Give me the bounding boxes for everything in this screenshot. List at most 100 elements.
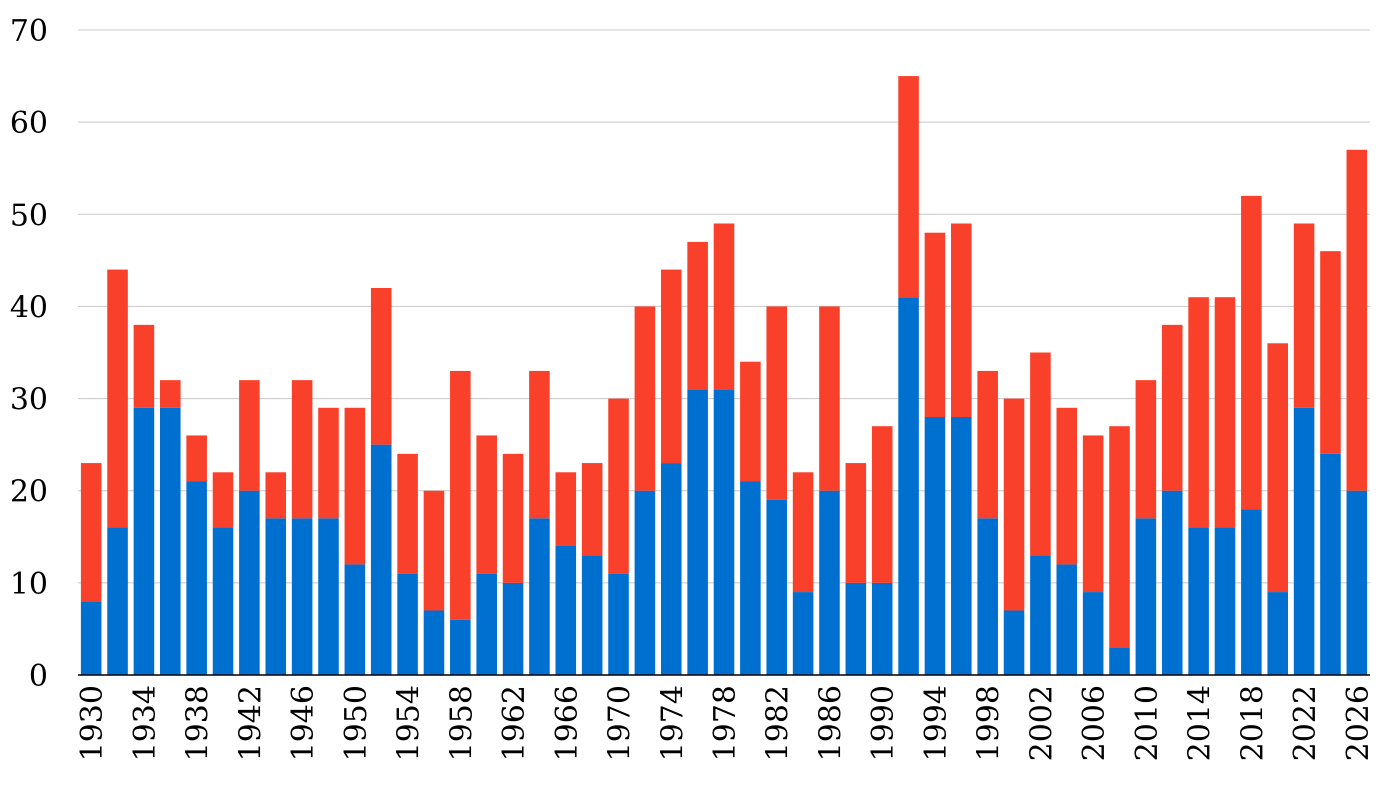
bar-2014-segment-1: [1188, 527, 1209, 675]
bar-2012-segment-2: [1161, 324, 1183, 491]
x-tick-label-1974: 1974: [655, 685, 690, 761]
bar-2008-segment-1: [1109, 647, 1130, 675]
bar-1988-segment-2: [845, 463, 867, 583]
bar-1930-segment-1: [80, 601, 102, 675]
bar-1966-segment-2: [555, 472, 577, 546]
bar-1962-segment-1: [502, 582, 524, 675]
bar-1960-segment-2: [476, 435, 497, 574]
bar-1990-segment-2: [871, 426, 893, 583]
bar-1972-segment-1: [634, 490, 656, 675]
bar-2012-segment-1: [1161, 490, 1183, 675]
x-tick-label-1930: 1930: [75, 685, 110, 761]
bar-2006-segment-2: [1082, 435, 1104, 593]
bar-1936-segment-1: [160, 407, 181, 675]
bar-1942-segment-1: [239, 490, 260, 675]
bar-1950-segment-2: [344, 407, 366, 565]
bar-1938-segment-1: [186, 481, 207, 675]
x-tick-label-2002: 2002: [1024, 685, 1059, 761]
bar-1956-segment-1: [423, 610, 445, 675]
bar-1986-segment-1: [819, 490, 840, 675]
x-tick-label-2026: 2026: [1341, 685, 1376, 761]
bar-1992-segment-1: [898, 297, 919, 675]
bar-1932-segment-2: [107, 269, 128, 528]
bar-1974-segment-1: [660, 463, 682, 675]
bar-1956-segment-2: [423, 490, 445, 611]
x-tick-label-1958: 1958: [444, 685, 479, 761]
bar-2018-segment-2: [1241, 195, 1262, 510]
x-tick-label-1962: 1962: [497, 685, 532, 761]
x-tick-label-1986: 1986: [813, 685, 848, 761]
x-tick-label-1942: 1942: [233, 685, 268, 761]
bars: [80, 76, 1368, 675]
bar-1998-segment-2: [977, 370, 998, 519]
bar-2000-segment-1: [1003, 610, 1025, 675]
x-tick-label-1946: 1946: [286, 685, 321, 761]
bar-2024-segment-2: [1320, 251, 1341, 454]
bar-2018-segment-1: [1241, 509, 1262, 675]
x-tick-label-2010: 2010: [1130, 685, 1165, 761]
bar-1980-segment-2: [740, 361, 761, 482]
bar-1946-segment-2: [291, 380, 313, 519]
bar-1958-segment-1: [450, 619, 471, 675]
x-tick-label-2018: 2018: [1235, 685, 1270, 761]
x-tick-label-1982: 1982: [761, 685, 796, 761]
bar-1974-segment-2: [660, 269, 682, 464]
x-tick-label-1994: 1994: [919, 685, 954, 761]
x-tick-label-1934: 1934: [128, 685, 163, 761]
bar-2026-segment-1: [1346, 490, 1368, 675]
bar-1982-segment-2: [766, 306, 788, 500]
bar-1994-segment-1: [924, 417, 946, 675]
x-axis-tick-labels: 1930 1934 1938 1942 1946 1950 1954 1958 1962 1966…: [75, 685, 1376, 761]
bar-1950-segment-1: [344, 564, 366, 675]
x-tick-label-1966: 1966: [550, 685, 585, 761]
bar-1966-segment-1: [555, 546, 577, 675]
bar-2000-segment-2: [1003, 398, 1025, 611]
bar-2014-segment-2: [1188, 297, 1209, 528]
bar-1968-segment-2: [581, 463, 603, 556]
y-tick-label-40: 40: [10, 290, 48, 325]
bar-1962-segment-2: [502, 453, 524, 583]
bar-1938-segment-2: [186, 435, 207, 482]
y-axis-tick-labels: 0 10 20 30 40 50 60 70: [10, 14, 48, 694]
bar-1960-segment-1: [476, 573, 497, 675]
bar-1996-segment-1: [951, 417, 972, 675]
bar-1942-segment-2: [239, 380, 260, 491]
bar-1994-segment-2: [924, 232, 946, 417]
bar-1990-segment-1: [871, 582, 893, 675]
bar-1992-segment-2: [898, 76, 919, 298]
bar-2002-segment-2: [1030, 352, 1051, 556]
bar-1954-segment-1: [397, 573, 418, 675]
y-tick-label-60: 60: [10, 106, 48, 141]
bar-1978-segment-2: [713, 223, 735, 390]
bar-1940-segment-2: [212, 472, 234, 528]
bar-1954-segment-2: [397, 453, 418, 574]
bar-1964-segment-1: [529, 518, 550, 675]
bar-2024-segment-1: [1320, 453, 1341, 675]
bar-2006-segment-1: [1082, 592, 1104, 675]
bar-2026-segment-2: [1346, 149, 1368, 491]
bar-1958-segment-2: [450, 370, 471, 620]
y-tick-label-70: 70: [10, 14, 48, 49]
bar-1930-segment-2: [80, 463, 102, 602]
bar-2010-segment-2: [1135, 380, 1157, 519]
bar-1944-segment-2: [265, 472, 287, 519]
bar-1940-segment-1: [212, 527, 234, 675]
bar-2016-segment-1: [1214, 527, 1236, 675]
bar-1972-segment-2: [634, 306, 656, 491]
bar-1998-segment-1: [977, 518, 998, 675]
bar-2016-segment-2: [1214, 297, 1236, 528]
bar-1970-segment-2: [608, 398, 629, 574]
bar-1986-segment-2: [819, 306, 840, 491]
bar-2004-segment-2: [1056, 407, 1078, 565]
bar-2010-segment-1: [1135, 518, 1157, 675]
y-tick-label-10: 10: [10, 567, 48, 602]
x-tick-label-2006: 2006: [1077, 685, 1112, 761]
bar-1952-segment-1: [370, 444, 392, 675]
bar-1936-segment-2: [160, 380, 181, 408]
bar-2022-segment-2: [1293, 223, 1315, 408]
bar-1970-segment-1: [608, 573, 629, 675]
bar-1934-segment-1: [133, 407, 155, 675]
x-tick-label-1990: 1990: [866, 685, 901, 761]
bar-2008-segment-2: [1109, 426, 1130, 648]
